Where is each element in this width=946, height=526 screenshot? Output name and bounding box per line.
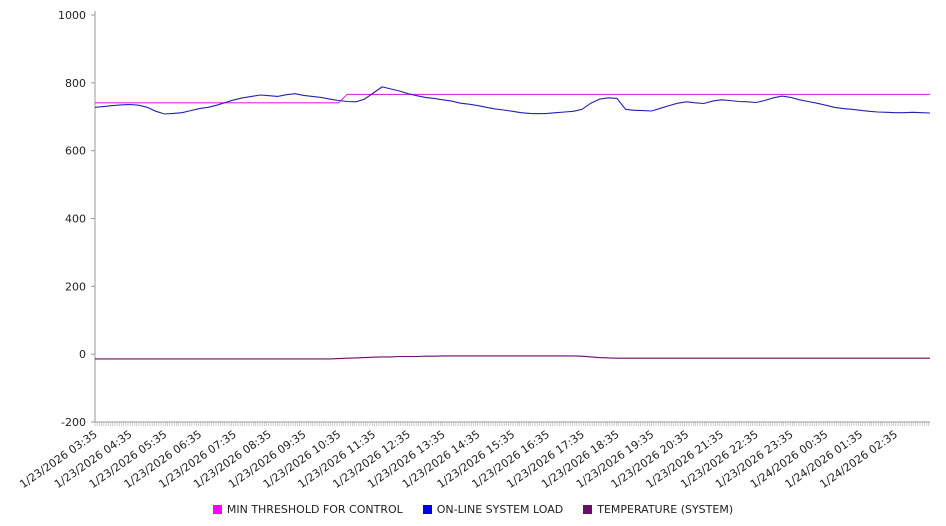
legend-label: MIN THRESHOLD FOR CONTROL <box>226 503 403 516</box>
y-tick-label: 400 <box>65 213 86 226</box>
series-line-temperature-system- <box>95 355 930 360</box>
legend-item: MIN THRESHOLD FOR CONTROL <box>212 503 403 516</box>
series-line-on-line-system-load <box>94 86 931 115</box>
chart-legend: MIN THRESHOLD FOR CONTROL ON-LINE SYSTEM … <box>0 499 946 518</box>
series-line-min-threshold-for-control <box>95 93 930 104</box>
legend-swatch <box>212 505 222 514</box>
y-tick-label: 600 <box>65 145 86 158</box>
y-tick-label: 200 <box>65 280 86 293</box>
y-tick-label: 800 <box>65 77 86 90</box>
legend-item: TEMPERATURE (SYSTEM) <box>583 503 733 516</box>
legend-label: TEMPERATURE (SYSTEM) <box>597 503 734 516</box>
legend-label: ON-LINE SYSTEM LOAD <box>436 503 564 516</box>
legend-swatch <box>583 505 593 514</box>
legend-swatch <box>422 505 432 514</box>
legend-item: ON-LINE SYSTEM LOAD <box>422 503 564 516</box>
y-tick-label: 0 <box>79 348 86 361</box>
y-tick-label: -200 <box>61 416 86 429</box>
y-tick-label: 1000 <box>58 9 86 22</box>
